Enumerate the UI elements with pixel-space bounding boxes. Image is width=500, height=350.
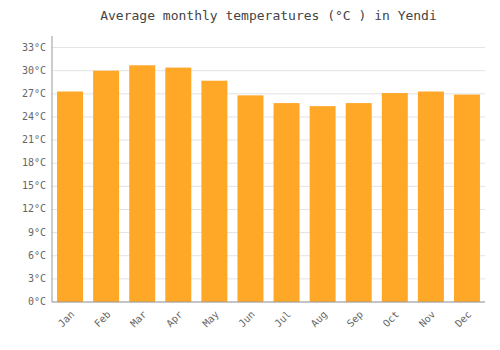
- x-tick-label: Jun: [236, 309, 257, 330]
- bar: [57, 92, 83, 302]
- x-tick-label: Jul: [272, 309, 293, 330]
- y-tick-label: 6°C: [28, 250, 46, 261]
- y-axis: 0°C 3°C 6°C 9°C 12°C 15°C 18°C 21°C 24°C 27°C 30°C…: [22, 42, 46, 307]
- y-tick-label: 3°C: [28, 273, 46, 284]
- chart-container: 0°C 3°C 6°C 9°C 12°C 15°C 18°C 21°C 24°C 27°C 30°C…: [0, 0, 500, 350]
- x-tick-label: May: [200, 309, 221, 330]
- title: Average monthly temperatures (°C ) in Ye…: [100, 8, 437, 23]
- bar: [382, 93, 408, 302]
- bar: [418, 92, 444, 302]
- x-tick-label: Dec: [453, 309, 474, 330]
- x-tick-label: Oct: [381, 309, 402, 330]
- x-tick-label: Mar: [128, 309, 149, 330]
- chart-svg: 0°C 3°C 6°C 9°C 12°C 15°C 18°C 21°C 24°C 27°C 30°C…: [0, 0, 500, 350]
- grid: [52, 48, 485, 302]
- x-tick-label: Apr: [164, 309, 185, 330]
- y-tick-label: 0°C: [28, 296, 46, 307]
- bar: [346, 103, 372, 302]
- x-tick-label: Aug: [309, 309, 330, 330]
- x-axis: Jan Feb Mar Apr May Jun Jul Aug Sep Oct Nov Dec: [56, 309, 473, 330]
- y-tick-label: 30°C: [22, 65, 46, 76]
- bar: [454, 95, 480, 302]
- y-tick-label: 27°C: [22, 88, 46, 99]
- y-tick-label: 18°C: [22, 157, 46, 168]
- bar: [274, 103, 300, 302]
- grid-line: [52, 47, 485, 48]
- y-tick-label: 12°C: [22, 203, 46, 214]
- y-tick-label: 15°C: [22, 180, 46, 191]
- x-tick-label: Sep: [345, 309, 366, 330]
- y-tick-label: 21°C: [22, 134, 46, 145]
- x-tick-label: Nov: [417, 309, 438, 330]
- bar: [93, 71, 119, 302]
- y-tick-label: 9°C: [28, 227, 46, 238]
- bars: [57, 65, 480, 302]
- y-tick-label: 33°C: [22, 42, 46, 53]
- bar: [237, 95, 263, 302]
- bar: [201, 81, 227, 302]
- x-axis-line: [52, 302, 485, 303]
- bar: [310, 106, 336, 302]
- y-axis-line: [52, 36, 53, 302]
- bar: [165, 68, 191, 302]
- grid-line: [52, 302, 485, 303]
- x-tick-label: Feb: [92, 309, 113, 330]
- y-tick-label: 24°C: [22, 111, 46, 122]
- x-tick-label: Jan: [56, 309, 77, 330]
- bar: [129, 65, 155, 302]
